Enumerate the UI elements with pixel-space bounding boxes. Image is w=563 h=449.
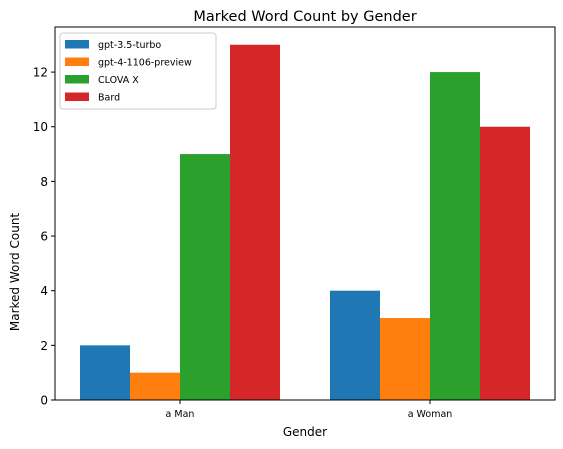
bar	[430, 72, 480, 400]
plot-frame	[54, 26, 556, 401]
legend: gpt-3.5-turbo gpt-4-1106-preview CLOVA X Ba…	[59, 32, 217, 110]
legend-label: CLOVA X	[98, 75, 139, 86]
bar	[380, 318, 430, 400]
bar	[480, 126, 530, 400]
y-tick-label: 10	[33, 120, 48, 134]
y-tick-label: 6	[40, 230, 48, 244]
x-tick-label: a Man	[166, 409, 195, 420]
bar	[130, 372, 180, 400]
y-tick-label: 12	[33, 66, 48, 80]
bars	[80, 44, 530, 401]
x-tick-label: a Woman	[408, 409, 453, 420]
legend-swatch	[65, 57, 89, 66]
bar	[80, 345, 130, 400]
legend-box	[59, 32, 217, 110]
y-tick-label: 8	[40, 175, 48, 189]
y-tick-label: 0	[40, 394, 48, 408]
y-axis-label: Marked Word Count	[8, 213, 22, 332]
bar	[230, 44, 280, 401]
y-axis-ticks: 0 2 4 6 8 10 12	[33, 66, 55, 408]
x-axis-ticks: a Man a Woman	[166, 400, 453, 420]
x-axis-label: Gender	[283, 425, 327, 439]
chart-title: Marked Word Count by Gender	[193, 9, 416, 25]
legend-swatch	[65, 75, 89, 84]
bar	[180, 154, 230, 400]
legend-label: gpt-3.5-turbo	[98, 40, 161, 51]
legend-swatch	[65, 40, 89, 49]
bar	[330, 290, 380, 400]
legend-label: gpt-4-1106-preview	[98, 58, 192, 69]
y-tick-label: 2	[40, 339, 48, 353]
legend-label: Bard	[98, 93, 120, 104]
legend-swatch	[65, 92, 89, 101]
y-tick-label: 4	[40, 284, 48, 298]
